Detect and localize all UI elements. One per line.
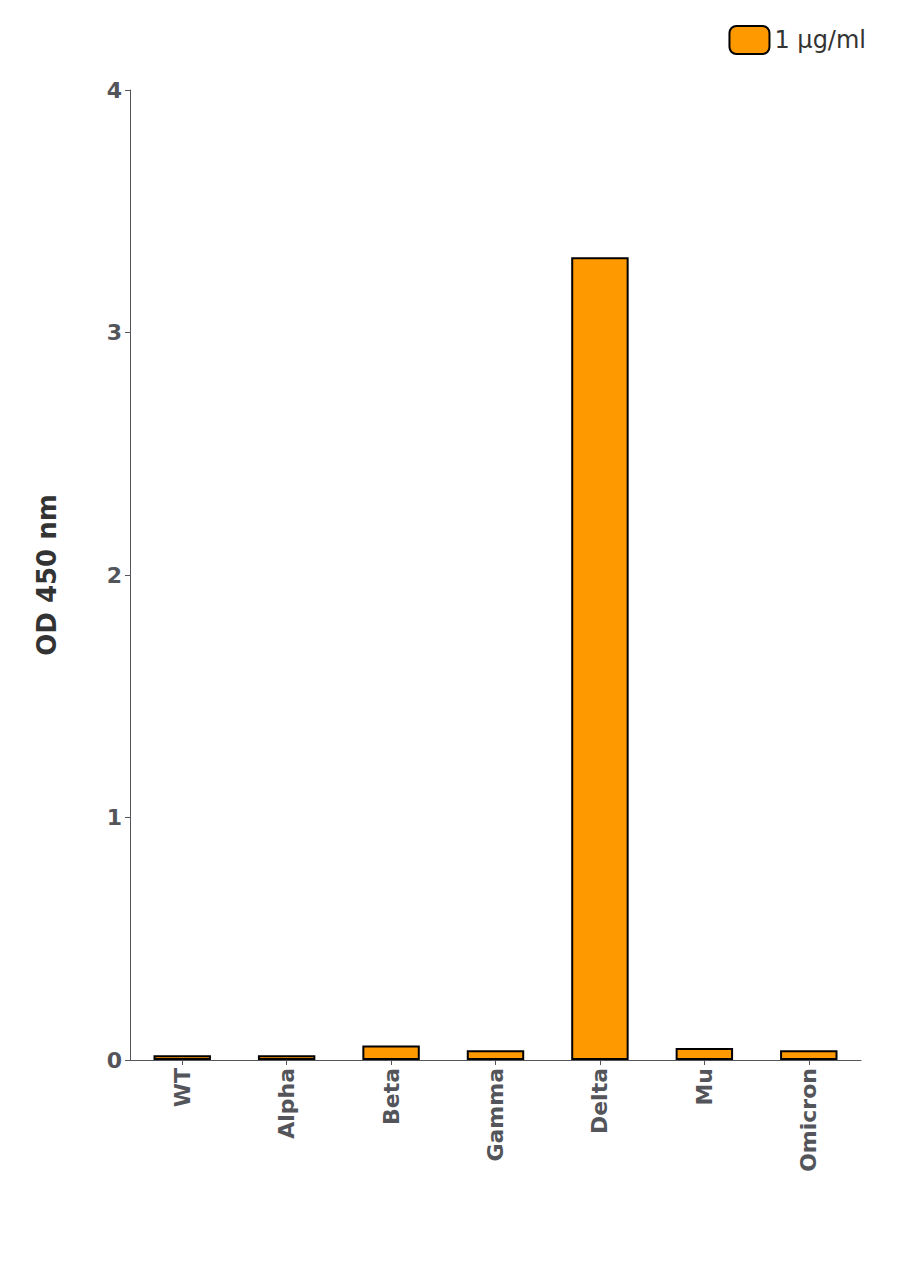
svg-text:1 μg/ml: 1 μg/ml — [774, 26, 866, 54]
svg-text:Mu: Mu — [692, 1068, 717, 1106]
svg-text:Delta: Delta — [587, 1068, 612, 1134]
svg-text:1: 1 — [107, 805, 122, 830]
svg-text:Omicron: Omicron — [796, 1068, 821, 1172]
svg-text:2: 2 — [107, 563, 122, 588]
svg-text:WT: WT — [170, 1068, 195, 1107]
svg-text:Alpha: Alpha — [274, 1068, 299, 1139]
svg-text:Beta: Beta — [379, 1068, 404, 1125]
svg-text:Gamma: Gamma — [483, 1068, 508, 1162]
svg-text:3: 3 — [107, 320, 122, 345]
svg-text:4: 4 — [107, 78, 122, 103]
svg-text:0: 0 — [107, 1048, 122, 1073]
svg-text:OD 450 nm: OD 450 nm — [32, 494, 62, 656]
